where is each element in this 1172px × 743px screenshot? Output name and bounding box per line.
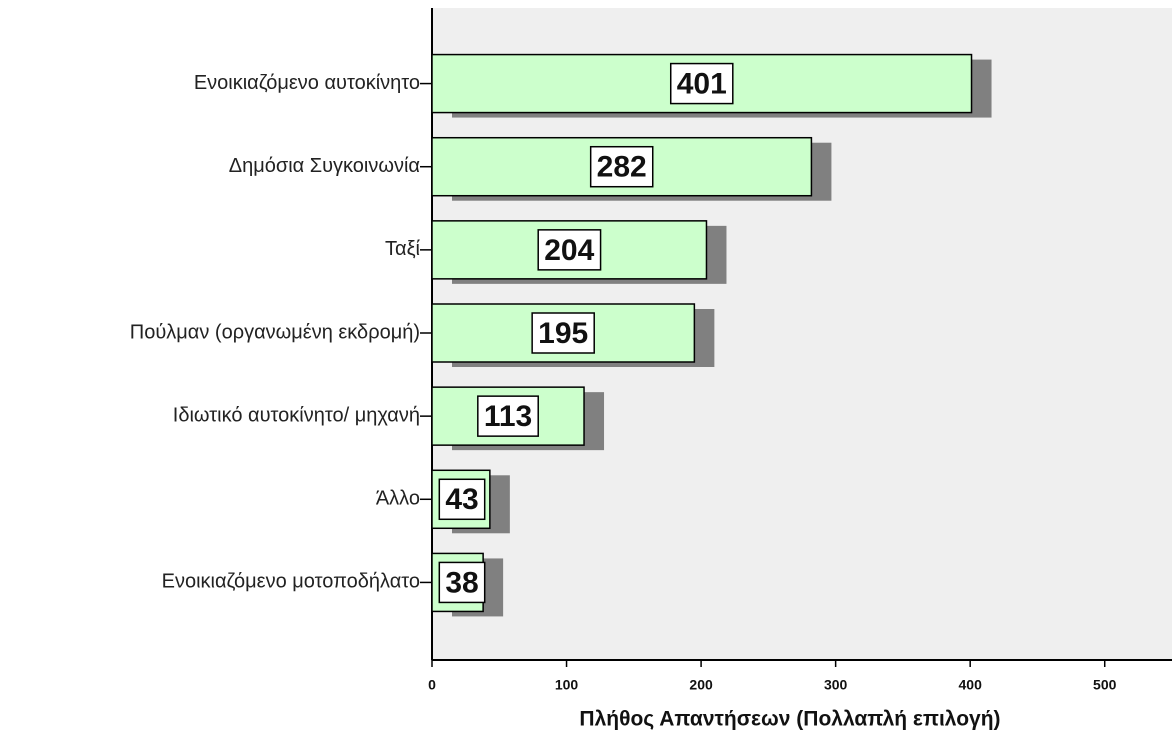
x-tick-label: 300	[824, 677, 848, 693]
value-label: 38	[445, 566, 478, 599]
value-label: 204	[544, 234, 594, 267]
y-tick-label: Ενοικιαζόμενο μοτοποδήλατο	[162, 571, 420, 593]
x-axis-title: Πλήθος Απαντήσεων (Πολλαπλή επιλογή)	[579, 708, 1000, 731]
value-label-box	[589, 145, 654, 188]
x-tick-label: 0	[428, 677, 436, 693]
y-tick-label: Ενοικιαζόμενο αυτοκίνητο	[194, 72, 420, 94]
y-tick-label: Ιδιωτικό αυτοκίνητο/ μηχανή	[173, 404, 420, 426]
value-label: 195	[538, 317, 588, 350]
value-label: 113	[484, 400, 532, 433]
x-tick-label: 200	[689, 677, 713, 693]
value-label: 43	[445, 483, 478, 516]
value-label-box	[531, 312, 595, 354]
value-label-box	[477, 395, 539, 437]
y-tick-label: Ταξί	[385, 238, 421, 260]
y-tick-label: Δημόσια Συγκοινωνία	[229, 155, 420, 177]
value-label-box	[537, 229, 602, 271]
x-tick-label: 500	[1093, 677, 1117, 693]
x-tick-label: 400	[959, 677, 983, 693]
y-tick-label: Άλλο	[376, 488, 420, 510]
value-label: 401	[677, 67, 727, 100]
value-label-box	[438, 478, 486, 521]
x-tick-label: 100	[555, 677, 579, 693]
value-label-box	[438, 561, 486, 604]
value-label: 282	[597, 151, 647, 184]
value-label-box	[669, 62, 734, 105]
y-tick-label: Πούλμαν (οργανωμένη εκδρομή)	[130, 321, 420, 343]
